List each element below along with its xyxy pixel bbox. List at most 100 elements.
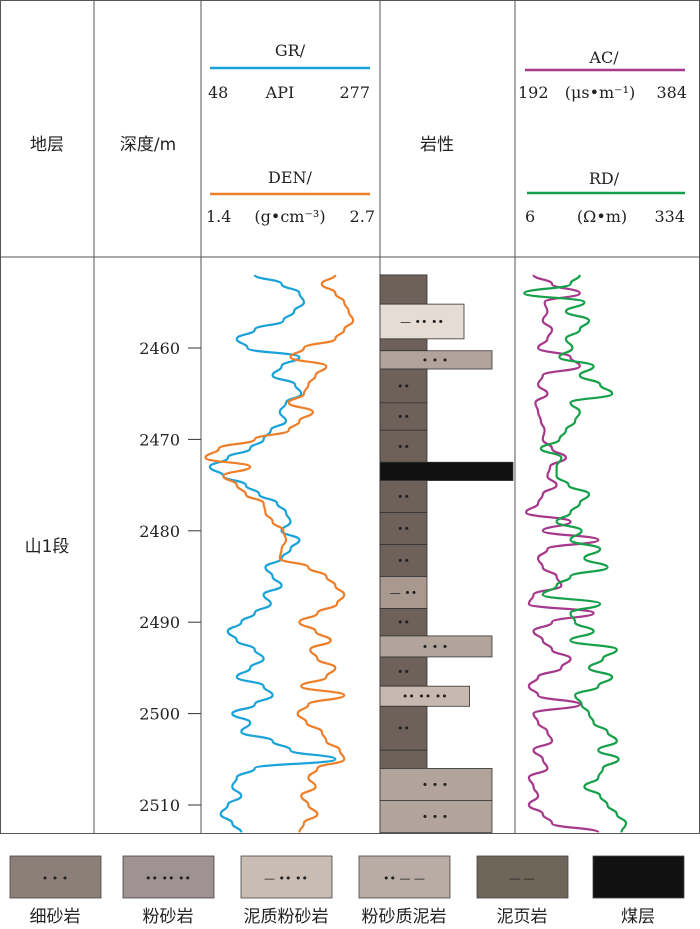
den-min-label: 1.4 [206, 207, 231, 226]
legend-swatch [476, 855, 569, 899]
lithology-bed-fill [379, 768, 493, 801]
lithology-symbol: •• [397, 523, 410, 536]
lithology-bed-mudstone [379, 338, 428, 352]
lithology-symbol: •• [397, 411, 410, 424]
ac-min-label: 192 [518, 83, 549, 102]
legend-item: •• — — 粉砂质泥岩 [358, 855, 451, 927]
lithology-bed-mudstone [379, 749, 428, 769]
lithology-bed-fill [379, 576, 428, 609]
legend-swatch [358, 855, 451, 899]
ac-max-label: 384 [656, 83, 687, 102]
depth-tick-label: 2480 [139, 522, 180, 541]
lithology-bed-argillaceous-siltstone: — •• •• [379, 303, 465, 340]
column-header-lithology: 岩性 [420, 135, 454, 155]
lithology-bed-mudstone: •• [379, 656, 428, 687]
lithology-symbol: • • • [422, 778, 448, 791]
table-frame [0, 0, 700, 834]
gr-min-label: 48 [208, 83, 228, 102]
lithology-bed-mudstone: •• [379, 705, 428, 751]
lithology-bed-silty-mudstone: — •• [379, 576, 428, 609]
ac-curve-label: AC/ [588, 48, 619, 67]
lithology-symbol: •• [397, 555, 410, 568]
den-curve-label: DEN/ [268, 168, 313, 187]
lithology-bed-fill [379, 480, 428, 513]
legend-swatch [240, 855, 333, 899]
column-header-depth: 深度/m [120, 135, 176, 155]
strata-unit-label: 山1段 [25, 537, 70, 557]
legend-label: 细砂岩 [30, 907, 81, 927]
depth-tick-label: 2470 [139, 430, 180, 449]
legend-label: 煤层 [621, 907, 655, 927]
legend-swatch [122, 855, 215, 899]
lithology-bed-coal [379, 461, 514, 481]
legend-item: — — 泥页岩 [476, 855, 569, 927]
legend-label: 粉砂质泥岩 [362, 907, 447, 927]
legend-label: 粉砂岩 [143, 907, 194, 927]
rd-max-label: 334 [654, 207, 685, 226]
lithology-bed-mudstone: •• [379, 429, 428, 463]
gr-max-label: 277 [339, 83, 370, 102]
lithology-bed-mudstone: •• [379, 402, 428, 431]
rd-curve-label: RD/ [589, 169, 620, 188]
lithology-symbol: •• [397, 440, 410, 453]
column-header-strata: 地层 [30, 135, 64, 155]
lithology-bed-fill [379, 303, 465, 340]
legend-swatch [9, 855, 102, 899]
lithology-bed-fine-sandstone: • • • [379, 800, 493, 833]
legend-item: — •• •• 泥质粉砂岩 [240, 855, 333, 927]
lithology-bed-fill [379, 350, 493, 370]
lithology-symbol: •• [397, 722, 410, 735]
legend-symbol: — •• •• [264, 872, 308, 885]
depth-tick-label: 2500 [139, 705, 180, 724]
lithology-symbol: •• [397, 616, 410, 629]
lithology-bed-mudstone: •• [379, 480, 428, 513]
lithology-bed-fill [379, 402, 428, 431]
lithology-bed-fill [379, 800, 493, 833]
lithology-bed-fill [379, 274, 428, 305]
lithology-bed-fill [379, 512, 428, 545]
den-max-label: 2.7 [350, 207, 375, 226]
gr-unit-label: API [265, 83, 295, 102]
legend-symbol: • • • [42, 872, 68, 885]
lithology-bed-fill [379, 705, 428, 751]
lithology-legend: • • • 细砂岩 •• •• •• 粉砂岩 — •• •• 泥质粉砂岩 •• — — 粉砂质… [9, 855, 685, 927]
rd-curve [523, 274, 628, 833]
lithology-symbol: •• [397, 491, 410, 504]
lithology-symbol: •• [397, 380, 410, 393]
lithology-bed-fill [379, 608, 428, 637]
lithology-bed-fine-sandstone: • • • [379, 350, 493, 370]
lithology-symbol: • • • [422, 640, 448, 653]
lithology-bed-mudstone: •• [379, 368, 428, 404]
ac-unit-label: (μs•m⁻¹) [565, 83, 636, 102]
legend-label: 泥质粉砂岩 [244, 907, 329, 927]
depth-axis: 2460 2470 2480 2490 2500 2510 [139, 339, 201, 815]
legend-label: 泥页岩 [497, 907, 548, 927]
lithology-bed-mudstone: •• [379, 608, 428, 637]
lithology-bed-fill [379, 368, 428, 404]
lithology-bed-fill [379, 749, 428, 769]
lithology-symbol: • • • [422, 810, 448, 823]
lithology-bed-fill [379, 544, 428, 577]
lithology-bed-mudstone [379, 274, 428, 305]
lithology-symbol: — •• [390, 586, 417, 599]
lithology-bed-fill [379, 461, 514, 481]
lithology-bed-mudstone: •• [379, 544, 428, 577]
depth-tick-label: 2460 [139, 339, 180, 358]
legend-item: •• •• •• 粉砂岩 [122, 855, 215, 927]
lithology-symbol: •• [397, 666, 410, 679]
lithology-bed-fill [379, 635, 493, 658]
ac-curve [524, 274, 600, 834]
legend-swatch [592, 855, 685, 899]
lithology-bed-fine-sandstone: • • • [379, 635, 493, 658]
gr-curve-label: GR/ [275, 41, 306, 60]
legend-symbol: •• •• •• [145, 872, 191, 885]
lithology-bed-fill [379, 338, 428, 352]
den-unit-label: (g•cm⁻³) [254, 207, 325, 226]
lithology-symbol: — •• •• [400, 315, 444, 328]
depth-tick-label: 2510 [139, 796, 180, 815]
legend-item: • • • 细砂岩 [9, 855, 102, 927]
lithology-symbol: • • • [422, 354, 448, 367]
rd-unit-label: (Ω•m) [577, 207, 627, 226]
gr-curve [208, 273, 337, 833]
